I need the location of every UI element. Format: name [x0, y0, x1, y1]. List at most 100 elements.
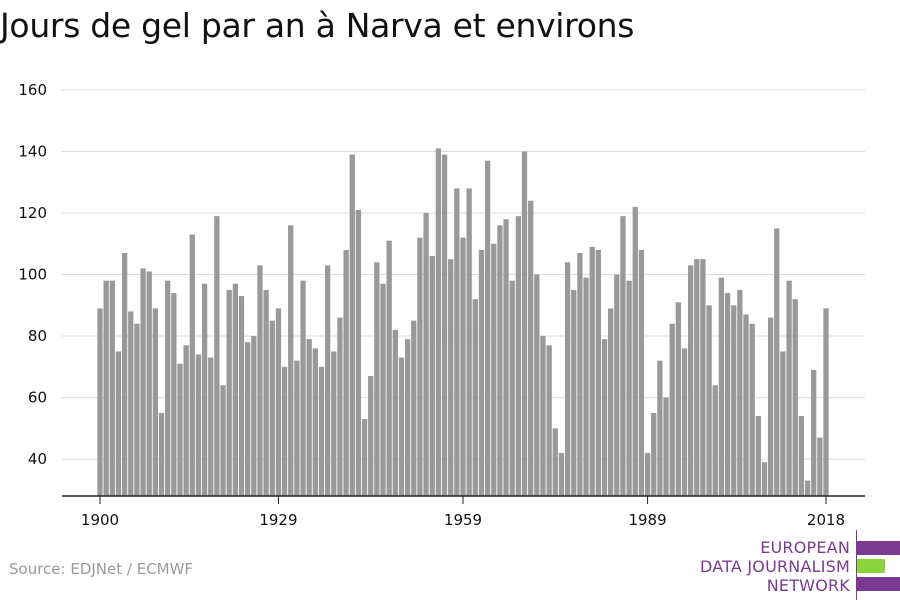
bar: [614, 274, 620, 496]
logo-bar-bottom: [857, 577, 900, 591]
bar: [448, 259, 454, 496]
bar: [564, 262, 571, 496]
x-tick-label: 1900: [81, 511, 119, 529]
bar: [528, 200, 534, 496]
bar: [534, 274, 540, 496]
bar: [595, 249, 602, 496]
logo-bar-middle: [857, 559, 885, 573]
bar: [644, 452, 651, 496]
bar: [817, 437, 823, 496]
bar: [706, 305, 712, 496]
bar: [521, 151, 528, 497]
y-axis: 40 60 80 100 120 140 160: [18, 81, 47, 468]
x-tick-label: 1929: [259, 511, 297, 529]
bar: [226, 289, 232, 496]
bar: [152, 308, 159, 496]
bar: [700, 259, 706, 496]
bar: [423, 213, 429, 496]
bar: [374, 262, 380, 496]
bar: [281, 366, 288, 496]
bar: [503, 219, 509, 496]
bar: [737, 289, 743, 496]
bar: [540, 336, 546, 496]
bar: [177, 363, 183, 496]
bar: [128, 311, 134, 496]
bar: [214, 216, 220, 496]
bar: [386, 240, 392, 496]
bar: [245, 342, 251, 496]
bar: [411, 320, 417, 496]
bar: [687, 265, 694, 496]
bar: [786, 280, 792, 496]
bar: [638, 249, 645, 496]
bar: [478, 249, 485, 496]
bar: [749, 323, 755, 496]
bar: [663, 397, 669, 496]
x-tick-label: 1989: [628, 511, 666, 529]
bar: [121, 253, 128, 496]
bar: [657, 360, 663, 496]
bar: [515, 216, 522, 496]
bar: [774, 228, 780, 496]
bar: [755, 416, 761, 496]
bar: [97, 308, 103, 496]
bar: [509, 280, 515, 496]
x-axis: 1900 1929 1959 1989 2018: [62, 495, 865, 529]
bar: [620, 216, 626, 496]
bar: [208, 357, 214, 496]
bar: [232, 283, 239, 496]
y-tick-label: 60: [28, 389, 47, 407]
bar: [269, 320, 275, 496]
bar: [780, 351, 786, 496]
bar: [294, 360, 300, 496]
bar: [165, 280, 171, 496]
bar: [380, 283, 386, 496]
bar: [263, 289, 269, 496]
bars: [97, 148, 829, 497]
bar: [306, 339, 312, 496]
bar: [761, 462, 768, 496]
bar: [497, 225, 503, 497]
bar: [675, 302, 681, 496]
bar: [767, 317, 774, 496]
bar: [183, 345, 189, 496]
bar: [368, 376, 374, 496]
bar: [146, 271, 152, 496]
bar: [589, 246, 595, 496]
logo-bar-top: [857, 541, 900, 555]
bar: [484, 160, 491, 496]
bar: [103, 280, 109, 496]
bar: [823, 308, 829, 496]
bar: [731, 305, 737, 496]
bar: [349, 154, 355, 496]
bar: [792, 299, 798, 496]
bar: [398, 357, 405, 496]
bar: [392, 329, 398, 496]
logo-divider: [856, 530, 857, 600]
bar: [608, 308, 614, 496]
bar: [626, 280, 632, 496]
bar: [331, 351, 337, 496]
bar: [804, 480, 811, 496]
source-note: Source: EDJNet / ECMWF: [9, 560, 194, 578]
bar: [417, 237, 423, 497]
logo-line-3: NETWORK: [766, 576, 850, 595]
bar: [195, 354, 202, 496]
bar: [300, 280, 306, 496]
bar: [312, 348, 318, 496]
bar: [724, 293, 731, 496]
logo-text: EUROPEAN DATA JOURNALISM NETWORK: [700, 538, 850, 595]
bar: [337, 317, 343, 496]
bar: [651, 412, 657, 496]
bar: [158, 412, 165, 496]
bar: [454, 188, 460, 496]
y-tick-label: 80: [28, 327, 47, 345]
bar: [743, 314, 749, 496]
bar: [435, 148, 442, 496]
bar: [571, 289, 577, 496]
bar: [257, 265, 263, 496]
bar: [632, 206, 638, 496]
bar: [109, 280, 115, 496]
bar: [441, 154, 448, 496]
bar: [355, 209, 362, 497]
